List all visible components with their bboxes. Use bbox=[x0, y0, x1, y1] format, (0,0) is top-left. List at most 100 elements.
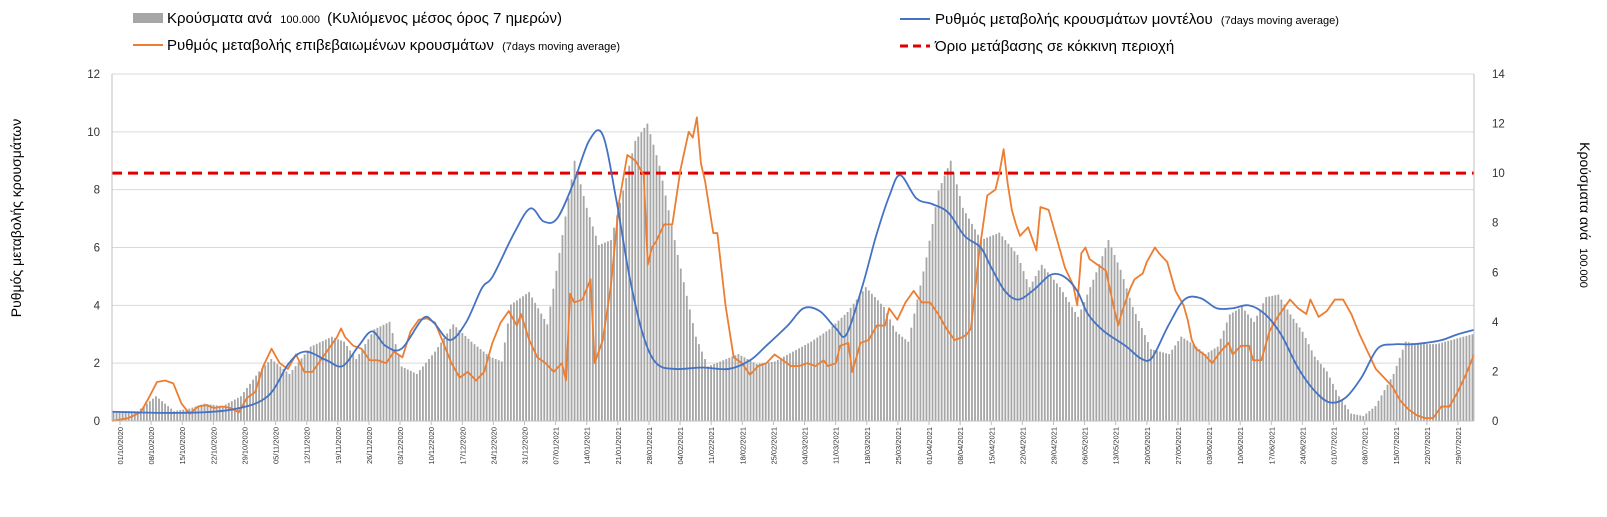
bar bbox=[1183, 338, 1186, 421]
bar bbox=[379, 326, 382, 421]
bar bbox=[1019, 262, 1022, 421]
bar bbox=[388, 321, 391, 421]
bar bbox=[870, 293, 873, 421]
bar bbox=[895, 331, 898, 421]
bar bbox=[734, 355, 737, 421]
bar bbox=[318, 342, 321, 421]
bar bbox=[1335, 390, 1337, 421]
bar bbox=[294, 366, 297, 421]
bar bbox=[1247, 314, 1249, 421]
bar bbox=[513, 302, 515, 421]
bar bbox=[1192, 344, 1195, 421]
bar bbox=[695, 336, 697, 421]
bar bbox=[1180, 336, 1183, 421]
x-tick-label: 29/04/2021 bbox=[1049, 427, 1058, 465]
bar bbox=[995, 233, 998, 421]
bar bbox=[801, 346, 804, 421]
bar bbox=[901, 336, 904, 421]
bar bbox=[482, 351, 485, 421]
bar bbox=[236, 397, 239, 421]
bar bbox=[792, 351, 794, 421]
bar bbox=[197, 405, 200, 421]
bar bbox=[327, 338, 330, 421]
bar bbox=[986, 237, 989, 421]
bar bbox=[394, 344, 397, 421]
bar bbox=[352, 354, 355, 421]
model-line bbox=[111, 129, 1475, 414]
bar bbox=[367, 339, 370, 421]
bar bbox=[622, 190, 625, 421]
bar bbox=[1225, 322, 1228, 421]
y-right-title: Κρούσματα ανά bbox=[1577, 142, 1593, 240]
bar bbox=[864, 287, 867, 421]
bar bbox=[376, 327, 379, 421]
bar bbox=[334, 337, 336, 421]
bar bbox=[276, 363, 279, 421]
y-right-tick-label: 10 bbox=[1492, 168, 1505, 180]
bar bbox=[252, 379, 254, 421]
bar bbox=[1007, 243, 1010, 421]
x-tick-label: 08/07/2021 bbox=[1361, 427, 1370, 465]
bar bbox=[1316, 360, 1319, 421]
bar bbox=[1468, 335, 1471, 421]
bar bbox=[955, 184, 958, 421]
bar bbox=[1295, 323, 1298, 421]
model-series bbox=[111, 129, 1475, 414]
bar bbox=[331, 336, 333, 421]
x-tick-label: 27/05/2021 bbox=[1174, 427, 1183, 465]
bar bbox=[886, 313, 888, 421]
bar bbox=[500, 361, 503, 421]
bar bbox=[1177, 341, 1180, 421]
bar bbox=[516, 300, 518, 421]
bar bbox=[764, 362, 767, 421]
x-tick-label: 28/01/2021 bbox=[645, 427, 654, 465]
bar bbox=[1052, 279, 1055, 421]
bar bbox=[798, 348, 800, 421]
bar bbox=[1347, 409, 1350, 421]
bar bbox=[221, 406, 224, 421]
bar bbox=[968, 218, 970, 421]
x-tick-label: 05/11/2020 bbox=[272, 427, 281, 464]
y-right-tick-label: 0 bbox=[1492, 416, 1498, 428]
x-tick-label: 04/03/2021 bbox=[801, 427, 810, 465]
bar bbox=[543, 318, 546, 421]
bar bbox=[643, 127, 646, 421]
bar bbox=[446, 333, 449, 421]
bar bbox=[828, 329, 831, 421]
bar bbox=[346, 346, 348, 421]
bar bbox=[291, 370, 294, 421]
bar bbox=[713, 363, 716, 421]
bar bbox=[740, 355, 743, 421]
bar bbox=[409, 370, 412, 421]
bar bbox=[1274, 295, 1277, 421]
bar bbox=[1371, 408, 1374, 421]
bar bbox=[431, 355, 433, 421]
bar bbox=[1137, 321, 1140, 421]
bar bbox=[391, 333, 394, 421]
bar bbox=[852, 303, 855, 421]
bar bbox=[415, 373, 418, 421]
bar bbox=[1034, 276, 1037, 421]
bar bbox=[400, 366, 403, 421]
bar bbox=[652, 144, 655, 421]
bar bbox=[1037, 270, 1040, 421]
bar bbox=[704, 359, 706, 421]
bar bbox=[306, 350, 309, 421]
bar bbox=[1071, 306, 1073, 421]
bar bbox=[464, 335, 467, 421]
legend: Κρούσματα ανά 100.000 (Κυλιόμενος μέσος … bbox=[133, 10, 1339, 55]
bar bbox=[1241, 306, 1243, 421]
bar bbox=[1453, 339, 1456, 421]
svg-text:Ρυθμός μεταβολής επιβεβαιωμένω: Ρυθμός μεταβολής επιβεβαιωμένων κρουσμάτ… bbox=[167, 37, 620, 54]
svg-text:Ρυθμός μεταβολής κρουσμάτων μο: Ρυθμός μεταβολής κρουσμάτων μοντέλου (7d… bbox=[935, 11, 1339, 28]
bar bbox=[992, 235, 995, 421]
bar bbox=[158, 398, 160, 421]
bar bbox=[422, 366, 424, 421]
bar bbox=[867, 290, 870, 421]
bar bbox=[1189, 342, 1192, 421]
bar bbox=[819, 335, 822, 421]
bar bbox=[1238, 308, 1240, 421]
bar bbox=[1231, 312, 1234, 421]
x-tick-label: 07/01/2021 bbox=[552, 427, 561, 465]
bar bbox=[725, 359, 728, 421]
